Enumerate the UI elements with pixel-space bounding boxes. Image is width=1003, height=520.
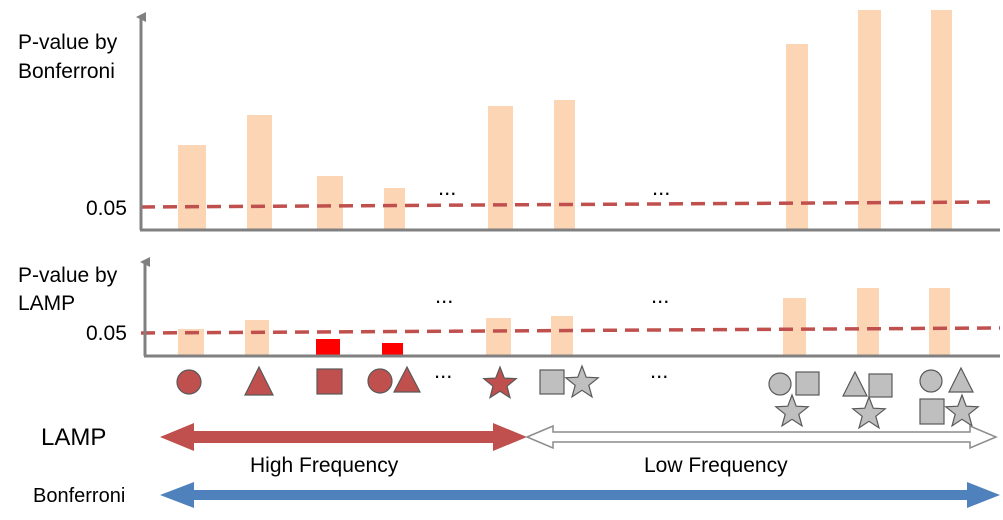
bonferroni-panel: P-value by Bonferroni ... ... 0.05	[18, 10, 1000, 232]
bonferroni-ylabel-line2: Bonferroni	[18, 60, 115, 83]
lamp-bar-7	[783, 298, 806, 356]
bonferroni-bar-7	[786, 44, 808, 230]
bonferroni-ylabel-line1: P-value by	[18, 31, 118, 54]
bonferroni-bar-5	[488, 106, 513, 230]
circle-icon	[768, 372, 792, 396]
bonferroni-bar-1	[178, 145, 206, 230]
pattern-ellipsis: ...	[650, 358, 668, 383]
bonferroni-bar-2	[247, 115, 272, 230]
low-frequency-arrow	[525, 424, 998, 450]
star-icon	[944, 393, 980, 428]
bonferroni-ellipsis-1: ...	[438, 175, 456, 200]
bonferroni-range-arrow	[160, 482, 1000, 508]
lamp-ellipsis-2: ...	[651, 283, 669, 308]
lamp-arrow-label: LAMP	[41, 424, 106, 451]
square-icon	[316, 368, 343, 395]
bonferroni-bar-6	[554, 100, 575, 230]
bonferroni-bars	[178, 10, 952, 230]
bonferroni-bar-8	[858, 10, 881, 230]
bonferroni-arrow-label: Bonferroni	[33, 485, 125, 507]
triangle-icon	[244, 365, 274, 396]
triangle-icon	[948, 366, 974, 393]
lamp-bar-8	[857, 288, 879, 356]
high-frequency-arrow	[160, 423, 527, 451]
star-icon	[482, 365, 518, 400]
circle-icon	[176, 369, 202, 395]
square-icon	[919, 398, 945, 425]
lamp-significant-bar-2	[382, 343, 403, 356]
star-icon	[851, 395, 887, 430]
square-icon	[795, 371, 820, 396]
bonferroni-threshold-line	[140, 200, 991, 209]
lamp-threshold-label: 0.05	[86, 322, 127, 345]
lamp-bar-9	[929, 288, 950, 356]
bonferroni-threshold-label: 0.05	[86, 197, 127, 220]
pattern-symbol-row: ... ...	[176, 358, 980, 430]
bonferroni-bar-9	[931, 10, 952, 230]
star-icon	[564, 364, 600, 399]
triangle-icon	[393, 365, 421, 393]
bonferroni-ellipsis-2: ...	[652, 175, 670, 200]
bonferroni-bar-3	[317, 176, 343, 230]
lamp-threshold-line	[140, 326, 1001, 335]
star-icon	[774, 393, 810, 428]
circle-icon	[367, 368, 393, 394]
lamp-significant-bar-1	[316, 339, 340, 356]
triangle-icon	[842, 370, 868, 397]
circle-icon	[919, 369, 943, 393]
high-frequency-label: High Frequency	[250, 454, 399, 477]
bonferroni-bar-4	[384, 188, 405, 230]
pattern-ellipsis: ...	[434, 358, 452, 383]
lamp-ellipsis-1: ...	[435, 283, 453, 308]
lamp-panel: P-value by LAMP ... ... 0.05	[18, 257, 1001, 358]
low-frequency-label: Low Frequency	[644, 454, 788, 477]
lamp-bar-6	[551, 316, 573, 356]
lamp-ylabel-line2: LAMP	[18, 292, 75, 315]
lamp-bars	[178, 288, 950, 356]
lamp-bar-2	[245, 320, 269, 356]
square-icon	[539, 369, 565, 395]
lamp-bar-5	[486, 318, 511, 356]
lamp-ylabel-line1: P-value by	[18, 264, 118, 287]
frequency-arrows: LAMP High Frequency Low Frequency Bonfer…	[33, 423, 1000, 508]
square-icon	[868, 373, 893, 398]
